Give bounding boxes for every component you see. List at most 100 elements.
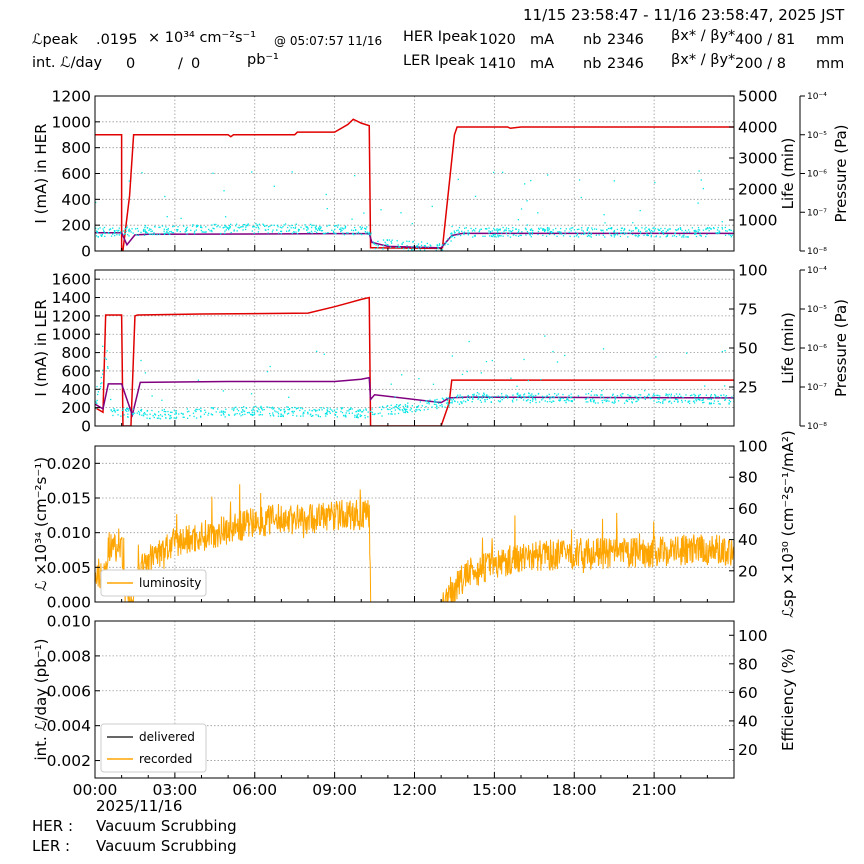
ytick-label: 0.010 xyxy=(47,613,91,631)
pressure-point xyxy=(102,345,104,347)
current-series xyxy=(95,296,734,426)
pressure-point xyxy=(104,357,106,359)
pressure-point xyxy=(710,395,712,397)
pressure-point xyxy=(373,413,375,416)
pressure-point xyxy=(219,233,222,235)
y2tick-label: 100 xyxy=(738,262,768,280)
pressure-point xyxy=(125,230,127,233)
pressure-point xyxy=(201,226,203,229)
pressure-point xyxy=(613,180,615,182)
pressure-point xyxy=(610,227,612,230)
legend-label: recorded xyxy=(139,752,192,766)
xtick-label: 00:00 xyxy=(73,781,118,799)
pressure-point xyxy=(500,232,503,234)
pressure-point xyxy=(148,233,151,235)
pressure-point xyxy=(295,231,297,233)
pressure-point xyxy=(283,412,286,414)
pressure-point xyxy=(470,227,472,230)
pressure-point xyxy=(234,413,236,415)
pressure-point xyxy=(246,412,249,414)
pressure-point xyxy=(718,230,720,232)
pressure-point xyxy=(101,233,104,236)
pressure-point xyxy=(430,245,432,247)
pressure-point xyxy=(635,228,637,230)
legend-box xyxy=(100,569,207,597)
pressure-point xyxy=(619,394,622,396)
pressure-point xyxy=(534,398,536,400)
pressure-point xyxy=(585,393,587,395)
pressure-point xyxy=(296,232,299,235)
pressure-point xyxy=(655,235,657,238)
pressure-point xyxy=(497,236,499,238)
pressure-point xyxy=(571,396,573,398)
y2tick-label: 3000 xyxy=(738,150,777,168)
pressure-point xyxy=(654,394,656,397)
pressure-point xyxy=(437,402,440,404)
ler-ipeak-value: 1410 xyxy=(479,56,516,72)
pressure-point xyxy=(217,408,219,410)
pressure-point xyxy=(349,408,352,410)
pressure-point xyxy=(417,247,420,249)
pressure-point xyxy=(675,229,677,231)
pressure-point xyxy=(466,396,469,399)
pressure-point xyxy=(399,409,401,411)
pressure-point xyxy=(478,397,480,399)
pressure-point xyxy=(590,398,592,401)
pressure-point xyxy=(260,405,262,408)
pressure-point xyxy=(434,399,436,401)
pressure-point xyxy=(560,233,563,235)
pressure-point xyxy=(559,400,561,402)
pressure-point xyxy=(705,235,707,238)
pressure-point xyxy=(718,232,720,235)
pressure-point xyxy=(138,412,141,414)
pressure-point xyxy=(169,415,171,417)
pressure-point xyxy=(290,227,292,229)
pressure-point xyxy=(724,226,727,229)
pressure-point xyxy=(117,409,119,411)
pressure-point xyxy=(476,391,479,394)
pressure-point xyxy=(316,231,318,234)
pressure-point xyxy=(602,348,605,350)
pressure-point xyxy=(525,400,528,402)
pressure-point xyxy=(317,414,319,416)
pressure-point xyxy=(194,410,196,412)
pressure-point xyxy=(503,397,505,399)
pressure-point xyxy=(277,413,280,415)
pressure-point xyxy=(283,224,285,226)
pressure-point xyxy=(358,232,360,234)
pressure-point xyxy=(276,224,279,227)
pressure-point xyxy=(681,401,683,403)
pressure-point xyxy=(479,395,481,398)
pressure-point xyxy=(537,392,540,395)
pressure-point xyxy=(390,404,392,407)
pressure-point xyxy=(532,397,534,400)
pressure-point xyxy=(515,228,518,230)
pressure-point xyxy=(613,236,616,238)
pressure-point xyxy=(191,225,194,227)
pressure-point xyxy=(210,407,212,409)
ler-nb-label: nb xyxy=(583,56,602,72)
pressure-point xyxy=(653,227,655,229)
pressure-point xyxy=(359,226,362,228)
pressure-point xyxy=(424,246,427,248)
pressure-point xyxy=(532,229,534,232)
pressure-point xyxy=(444,244,446,246)
pressure-point xyxy=(510,377,512,379)
pressure-point xyxy=(154,414,157,416)
pressure-point xyxy=(474,230,476,232)
pressure-tick-label: 10⁻⁵ xyxy=(807,305,827,315)
pressure-point xyxy=(653,230,656,232)
pressure-point xyxy=(245,407,247,409)
pressure-point xyxy=(284,223,287,225)
pressure-point xyxy=(345,416,347,418)
pressure-point xyxy=(472,398,474,400)
pressure-point xyxy=(163,410,165,413)
pressure-point xyxy=(483,395,485,397)
pressure-point xyxy=(269,365,271,368)
pressure-point xyxy=(353,226,356,229)
pressure-point xyxy=(507,397,509,399)
pressure-point xyxy=(537,230,540,233)
pressure-point xyxy=(688,400,691,402)
pressure-point xyxy=(416,405,419,408)
y2tick-label: 20 xyxy=(738,741,758,759)
